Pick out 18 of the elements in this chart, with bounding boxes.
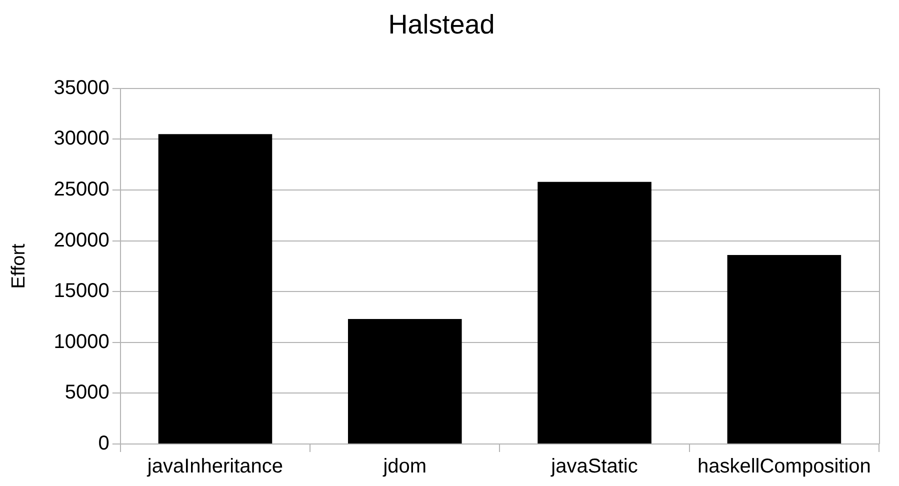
y-tick-label: 0 [98, 432, 110, 455]
y-tick-label: 30000 [54, 128, 110, 150]
y-tick-label: 20000 [54, 229, 110, 252]
bar [538, 182, 652, 444]
y-tick-label: 25000 [54, 178, 110, 201]
x-tick-label: jdom [382, 456, 427, 478]
x-tick-label: javaStatic [550, 456, 638, 478]
y-axis-title: Effort [8, 242, 30, 289]
y-tick-label: 5000 [64, 382, 110, 404]
x-tick-label: haskellComposition [697, 456, 871, 478]
bar [158, 134, 272, 444]
y-tick-label: 35000 [54, 76, 110, 99]
bar [348, 319, 462, 444]
y-tick-label: 10000 [54, 330, 110, 353]
x-tick-label: javaInheritance [146, 456, 284, 478]
bar [727, 255, 842, 444]
y-tick-label: 15000 [54, 280, 110, 302]
chart-title: Halstead [388, 10, 495, 40]
